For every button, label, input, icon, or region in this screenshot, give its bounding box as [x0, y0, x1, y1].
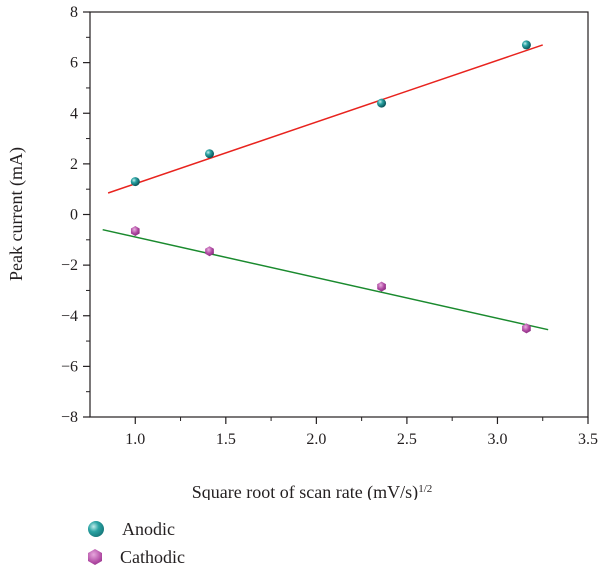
legend: Anodic Cathodic	[88, 515, 185, 571]
x-axis-title-superscript: 1/2	[418, 483, 432, 495]
x-axis-title-text: Square root of scan rate (mV/s)	[192, 482, 418, 500]
x-tick-label: 2.0	[306, 431, 326, 448]
data-point-anodic	[205, 149, 215, 159]
x-tick-label: 3.5	[578, 431, 598, 448]
y-tick-label: 6	[70, 55, 78, 72]
fit-lines	[102, 44, 549, 331]
x-axis-title: Square root of scan rate (mV/s)1/2	[192, 482, 433, 500]
y-tick-label: −6	[61, 358, 78, 375]
legend-item-cathodic: Cathodic	[88, 543, 185, 571]
legend-label-cathodic: Cathodic	[120, 546, 185, 567]
fit-line-cathodic	[102, 228, 549, 331]
data-point-anodic	[521, 40, 531, 50]
y-axis-title: Peak current (mA)	[6, 147, 27, 281]
plot-frame	[89, 11, 589, 418]
y-tick-label: 4	[70, 105, 78, 122]
data-point-anodic	[130, 177, 140, 187]
y-tick-label: −2	[61, 257, 78, 274]
x-tick-label: 1.5	[216, 431, 236, 448]
y-tick-label: 0	[70, 207, 78, 224]
x-tick-label: 2.5	[397, 431, 417, 448]
legend-label-anodic: Anodic	[122, 518, 175, 539]
fit-line-anodic	[107, 44, 543, 194]
legend-item-anodic: Anodic	[88, 515, 185, 543]
y-tick-label: 8	[70, 4, 78, 21]
y-tick-label: −4	[61, 308, 78, 325]
data-point-cathodic	[205, 246, 214, 257]
data-point-cathodic	[522, 323, 531, 334]
data-point-cathodic	[377, 281, 386, 292]
y-tick-label: 2	[70, 156, 78, 173]
data-point-anodic	[377, 98, 387, 108]
anodic-marker-icon	[88, 521, 104, 537]
x-tick-label: 1.0	[125, 431, 145, 448]
x-tick-label: 3.0	[487, 431, 507, 448]
data-points	[130, 40, 531, 334]
axes: 1.0 1.5 2.0 2.5 3.0 3.5 −8 −6 −4 −2 0 2 4 6 8	[61, 4, 598, 448]
chart: 1.0 1.5 2.0 2.5 3.0 3.5 −8 −6 −4 −2 0 2 4 6 8 Square r…	[6, 4, 598, 500]
cathodic-marker-icon	[88, 549, 102, 565]
data-point-cathodic	[130, 225, 140, 236]
y-tick-label: −8	[61, 409, 78, 426]
